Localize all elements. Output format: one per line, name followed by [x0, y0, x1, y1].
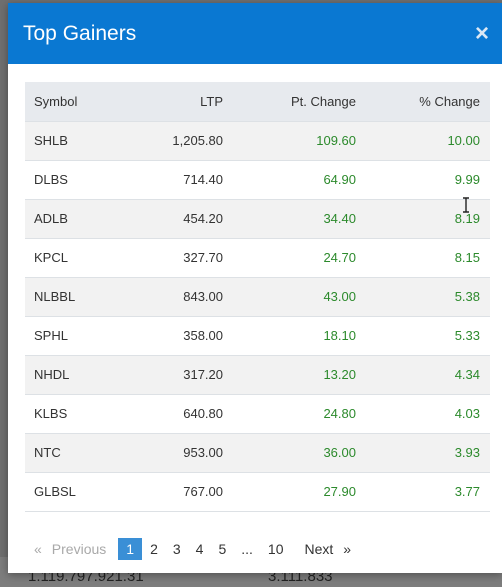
previous-arrow-icon: « [34, 540, 42, 557]
cell-ltp: 317.20 [183, 367, 223, 382]
column-header-symbol[interactable]: Symbol [34, 93, 78, 109]
column-header-pct-change[interactable]: % Change [419, 93, 480, 109]
column-header-ltp[interactable]: LTP [200, 93, 223, 109]
table-row[interactable]: DLBS 714.40 64.90 9.99 [25, 160, 490, 199]
cell-pct-change: 4.34 [454, 367, 480, 382]
cell-pt-change: 24.80 [323, 406, 356, 421]
cell-ltp: 454.20 [183, 211, 223, 226]
table-row[interactable]: ADLB 454.20 34.40 8.19 [25, 199, 490, 238]
cell-pt-change: 43.00 [323, 289, 356, 304]
modal-body: Symbol LTP Pt. Change % Change SHLB 1,205… [8, 64, 502, 560]
table-row[interactable]: KLBS 640.80 24.80 4.03 [25, 394, 490, 433]
cell-pct-change: 9.99 [454, 172, 480, 187]
column-header-pt-change[interactable]: Pt. Change [290, 93, 356, 109]
page-1[interactable]: 1 [118, 537, 143, 560]
cell-symbol[interactable]: GLBSL [34, 484, 76, 499]
cell-pct-change: 10.00 [447, 133, 480, 148]
cell-ltp: 640.80 [183, 406, 223, 421]
cell-pt-change: 64.90 [323, 172, 356, 187]
cell-symbol[interactable]: NLBBL [34, 289, 76, 304]
cell-pt-change: 18.10 [323, 328, 356, 343]
modal-header: Top Gainers × [8, 3, 502, 64]
cell-pct-change: 5.38 [454, 289, 480, 304]
cell-pt-change: 34.40 [323, 211, 356, 226]
cell-pt-change: 13.20 [323, 367, 356, 382]
cell-pct-change: 8.15 [454, 250, 480, 265]
page-ellipsis: ... [241, 540, 253, 557]
page-5[interactable]: 5 [218, 540, 227, 557]
modal-title: Top Gainers [23, 21, 137, 45]
cell-symbol[interactable]: NHDL [34, 367, 70, 382]
cell-pt-change: 109.60 [316, 133, 356, 148]
close-icon[interactable]: × [474, 20, 489, 47]
text-cursor-icon [463, 197, 469, 213]
cell-ltp: 327.70 [183, 250, 223, 265]
page-3[interactable]: 3 [172, 540, 181, 557]
top-gainers-modal: Top Gainers × Symbol LTP Pt. Change % Ch… [8, 3, 502, 573]
cell-symbol[interactable]: NTC [34, 445, 61, 460]
next-button[interactable]: Next [304, 540, 334, 557]
table-header-row: Symbol LTP Pt. Change % Change [25, 82, 490, 121]
page-10[interactable]: 10 [267, 540, 284, 557]
table-row[interactable]: GLBSL 767.00 27.90 3.77 [25, 472, 490, 511]
cell-pct-change: 3.93 [454, 445, 480, 460]
table-row[interactable]: SHLB 1,205.80 109.60 10.00 [25, 121, 490, 160]
cell-pct-change: 8.19 [454, 211, 480, 226]
cell-pt-change: 36.00 [323, 445, 356, 460]
table-row[interactable]: NLBBL 843.00 43.00 5.38 [25, 277, 490, 316]
cell-ltp: 358.00 [183, 328, 223, 343]
cell-symbol[interactable]: ADLB [34, 211, 68, 226]
pagination: « Previous 1 2 3 4 5... 10 Next » [34, 537, 490, 560]
page-2[interactable]: 2 [150, 540, 158, 557]
table-row[interactable]: SPHL 358.00 18.10 5.33 [25, 316, 490, 355]
cell-ltp: 767.00 [183, 484, 223, 499]
page-4[interactable]: 4 [195, 540, 204, 557]
cell-pt-change: 27.90 [323, 484, 356, 499]
next-arrow-icon[interactable]: » [343, 540, 352, 557]
cell-symbol[interactable]: KLBS [34, 406, 68, 421]
table-row[interactable]: NTC 953.00 36.00 3.93 [25, 433, 490, 472]
cell-pct-change: 4.03 [454, 406, 480, 421]
table-row[interactable]: KPCL 327.70 24.70 8.15 [25, 238, 490, 277]
cell-ltp: 1,205.80 [172, 133, 223, 148]
cell-pct-change: 3.77 [454, 484, 480, 499]
cell-symbol[interactable]: KPCL [34, 250, 68, 265]
gainers-table: Symbol LTP Pt. Change % Change SHLB 1,205… [25, 82, 490, 512]
cell-symbol[interactable]: SHLB [34, 133, 68, 148]
cell-pct-change: 5.33 [454, 328, 480, 343]
cell-symbol[interactable]: SPHL [34, 328, 68, 343]
table-row[interactable]: NHDL 317.20 13.20 4.34 [25, 355, 490, 394]
cell-ltp: 953.00 [183, 445, 223, 460]
cell-symbol[interactable]: DLBS [34, 172, 68, 187]
cell-pt-change: 24.70 [323, 250, 356, 265]
cell-ltp: 843.00 [183, 289, 223, 304]
cell-ltp: 714.40 [183, 172, 223, 187]
previous-button: Previous [51, 540, 107, 557]
